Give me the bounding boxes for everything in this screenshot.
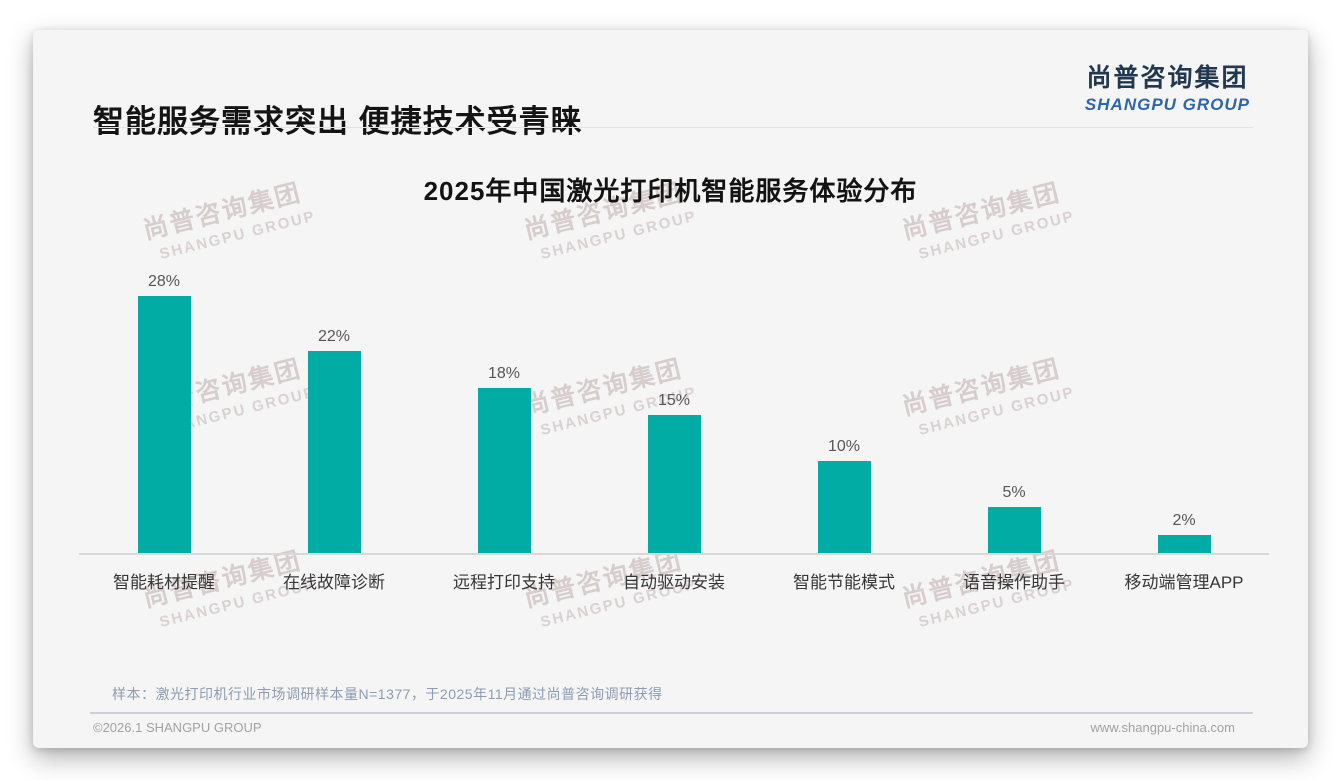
bar-value-label: 28% bbox=[147, 273, 181, 290]
bar-column: 15% bbox=[589, 253, 759, 553]
bar bbox=[477, 388, 531, 553]
bar-category-label: 移动端管理APP bbox=[1124, 573, 1244, 592]
bar-column: 22% bbox=[249, 253, 419, 553]
bar-category-label: 智能节能模式 bbox=[793, 573, 895, 592]
bar-category-label: 自动驱动安装 bbox=[623, 573, 725, 592]
header-divider bbox=[93, 127, 1253, 128]
bar-value-label: 22% bbox=[317, 328, 351, 345]
copyright-text: ©2026.1 SHANGPU GROUP bbox=[93, 720, 262, 735]
bar bbox=[137, 296, 191, 553]
bar-value-label: 2% bbox=[1172, 512, 1196, 529]
bar-column: 28% bbox=[79, 253, 249, 553]
bar bbox=[307, 351, 361, 553]
bar-category-label: 智能耗材提醒 bbox=[113, 573, 215, 592]
bar-value-label: 10% bbox=[827, 438, 861, 455]
bar bbox=[987, 507, 1041, 553]
bar-value-label: 15% bbox=[657, 392, 691, 409]
bar-category-label: 在线故障诊断 bbox=[283, 573, 385, 592]
bar bbox=[817, 461, 871, 553]
logo-english-text: SHANGPU GROUP bbox=[1084, 95, 1250, 114]
bar-value-label: 5% bbox=[1002, 484, 1026, 501]
bar-column: 5% bbox=[929, 253, 1099, 553]
bar-value-label: 18% bbox=[487, 365, 521, 382]
category-row: 智能耗材提醒 在线故障诊断 远程打印支持 自动驱动安装 智能节能模式 语音操作助手 移动端管… bbox=[79, 568, 1269, 593]
bar-column: 18% bbox=[419, 253, 589, 553]
company-logo: 尚普咨询集团 SHANGPU GROUP bbox=[1085, 58, 1250, 115]
website-url: www.shangpu-china.com bbox=[1090, 720, 1235, 735]
x-axis-line bbox=[79, 553, 1269, 555]
footer-divider bbox=[90, 712, 1253, 714]
logo-chinese-text: 尚普咨询集团 bbox=[1086, 64, 1249, 92]
bar-category-label: 语音操作助手 bbox=[963, 573, 1065, 592]
bar-category-label: 远程打印支持 bbox=[453, 573, 555, 592]
bar-column: 10% bbox=[759, 253, 929, 553]
bar-column: 2% bbox=[1099, 253, 1269, 553]
bars-row: 28% 22% 18% 15% 10% 5% 2% bbox=[79, 253, 1269, 553]
chart-title: 2025年中国激光打印机智能服务体验分布 bbox=[423, 176, 918, 206]
sample-note: 样本：激光打印机行业市场调研样本量N=1377，于2025年11月通过尚普咨询调… bbox=[112, 686, 663, 702]
bar bbox=[1157, 535, 1211, 553]
report-slide: 尚普咨询集团 SHANGPU GROUP 尚普咨询集团 SHANGPU GROUP 尚普… bbox=[33, 30, 1308, 748]
bar bbox=[647, 415, 701, 553]
page-title: 智能服务需求突出 便捷技术受青睐 bbox=[93, 104, 583, 139]
